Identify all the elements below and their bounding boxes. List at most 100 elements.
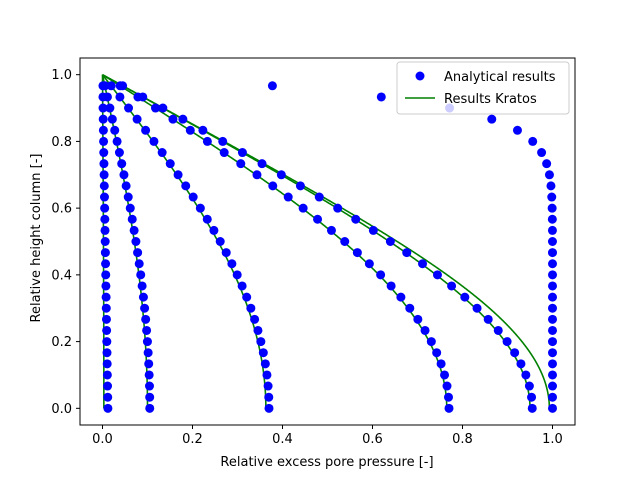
analytical-point	[444, 392, 453, 402]
analytical-point	[432, 270, 442, 280]
legend-label-kratos: Results Kratos	[444, 92, 537, 107]
analytical-point	[548, 259, 557, 269]
y-tick-label: 0.6	[51, 202, 72, 217]
analytical-point	[101, 292, 111, 302]
analytical-point	[352, 248, 362, 258]
analytical-point	[512, 125, 522, 135]
analytical-point	[215, 237, 225, 246]
analytical-point	[260, 359, 270, 369]
y-tick-label: 0.4	[51, 268, 72, 283]
y-tick-label: 0.8	[51, 135, 72, 150]
analytical-point	[493, 325, 503, 335]
plot-area	[98, 73, 557, 413]
analytical-point	[548, 370, 557, 380]
analytical-point	[110, 125, 120, 135]
analytical-point	[413, 314, 423, 324]
analytical-point	[544, 170, 554, 180]
analytical-point	[264, 403, 274, 413]
analytical-point	[487, 114, 497, 124]
x-tick-label: 0.6	[362, 432, 383, 447]
x-tick-label: 0.0	[92, 432, 113, 447]
analytical-point	[101, 281, 111, 291]
analytical-point	[447, 281, 457, 291]
analytical-point	[516, 359, 526, 369]
analytical-point	[276, 170, 286, 180]
x-tick-label: 0.4	[272, 432, 293, 447]
analytical-point	[138, 292, 148, 302]
analytical-point	[548, 270, 557, 280]
analytical-point	[537, 148, 547, 158]
analytical-point	[145, 392, 155, 402]
legend: Analytical results Results Kratos	[396, 61, 570, 115]
analytical-point	[105, 103, 115, 113]
analytical-point	[257, 159, 267, 169]
analytical-point	[548, 292, 557, 302]
analytical-point	[444, 403, 454, 413]
analytical-point	[99, 136, 109, 146]
analytical-point	[129, 225, 139, 235]
analytical-point	[442, 381, 452, 391]
analytical-point	[548, 303, 557, 313]
analytical-point	[527, 392, 537, 402]
analytical-point	[101, 303, 111, 313]
axes: 0.0 0.2 0.4 0.6 0.8 1.0 0.0 0.2 0.4 0.6 0.8 1.0	[51, 57, 576, 447]
y-axis-label: Relative height column [-]	[29, 154, 44, 323]
analytical-point	[351, 214, 361, 224]
analytical-point	[402, 248, 412, 258]
analytical-point	[268, 181, 278, 191]
analytical-point	[405, 303, 415, 313]
analytical-point	[114, 148, 124, 158]
analytical-point	[227, 259, 237, 269]
analytical-point	[99, 148, 109, 158]
analytical-point	[106, 81, 116, 91]
analytical-point	[340, 237, 350, 246]
analytical-point	[99, 159, 109, 169]
analytical-point	[198, 125, 208, 135]
analytical-point	[103, 403, 113, 413]
analytical-point	[548, 348, 557, 358]
analytical-point	[144, 381, 154, 391]
analytical-point	[209, 225, 219, 235]
analytical-point	[253, 325, 263, 335]
analytical-point	[168, 114, 178, 124]
analytical-point	[157, 148, 167, 158]
analytical-point	[218, 136, 228, 146]
analytical-point	[102, 92, 112, 102]
analytical-point	[107, 114, 117, 124]
analytical-point	[141, 125, 151, 135]
analytical-point	[246, 303, 256, 313]
analytical-point	[123, 192, 133, 202]
analytical-point	[326, 225, 336, 235]
analytical-point	[460, 292, 470, 302]
analytical-point	[521, 370, 531, 380]
analytical-point	[483, 314, 493, 324]
analytical-point	[101, 314, 111, 324]
analytical-point	[202, 214, 212, 224]
analytical-point	[118, 81, 128, 91]
analytical-point	[396, 292, 406, 302]
analytical-point	[547, 214, 557, 224]
analytical-point	[548, 337, 557, 347]
analytical-point	[432, 348, 442, 358]
analytical-point	[101, 259, 111, 269]
analytical-point	[368, 225, 378, 235]
analytical-point	[188, 192, 198, 202]
analytical-point	[127, 214, 137, 224]
x-tick-label: 1.0	[542, 432, 563, 447]
analytical-point	[149, 136, 159, 146]
analytical-point	[99, 181, 109, 191]
analytical-point	[195, 203, 205, 213]
analytical-point	[436, 359, 446, 369]
analytical-point	[333, 203, 343, 213]
analytical-point	[237, 281, 247, 291]
analytical-point	[142, 325, 152, 335]
x-tick-label: 0.2	[182, 432, 203, 447]
analytical-point	[510, 348, 520, 358]
analytical-point	[376, 270, 386, 280]
analytical-point	[258, 348, 268, 358]
y-tick-label: 1.0	[51, 68, 72, 83]
legend-frame	[396, 61, 570, 115]
analytical-point	[256, 337, 266, 347]
